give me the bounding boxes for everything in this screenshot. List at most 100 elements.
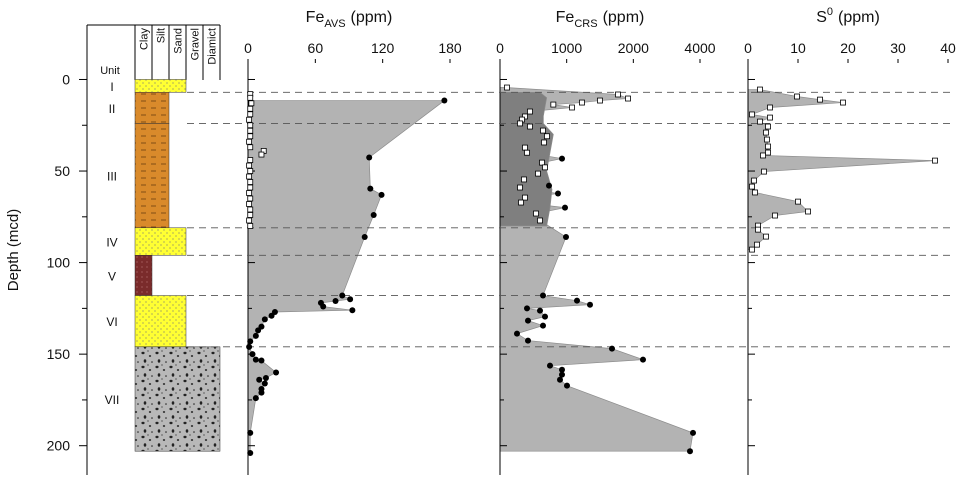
data-point [367, 185, 374, 192]
data-point [772, 212, 778, 219]
data-point [527, 108, 533, 115]
data-point [246, 173, 253, 180]
data-point [522, 113, 528, 120]
data-point [757, 86, 763, 93]
data-point [247, 144, 254, 151]
data-point [247, 133, 254, 140]
data-point [524, 149, 530, 156]
data-point [539, 159, 545, 166]
data-point [932, 157, 938, 164]
data-point [569, 104, 575, 111]
data-point [247, 111, 254, 118]
data-point [765, 143, 771, 150]
data-point [755, 226, 761, 233]
x-tick-label: 120 [371, 40, 395, 56]
data-point [256, 376, 263, 383]
x-tick-label: 4000 [684, 40, 715, 56]
data-point [252, 356, 259, 363]
data-point [249, 351, 256, 358]
title-main: Fe [306, 9, 325, 26]
data-point [320, 303, 327, 310]
y-tick-label: 100 [47, 255, 71, 271]
grain-header: Sand [173, 28, 185, 54]
data-point [262, 374, 269, 381]
data-point [817, 96, 823, 103]
data-point [517, 184, 523, 191]
data-point [258, 389, 265, 396]
data-point [615, 91, 621, 98]
data-point [332, 298, 339, 305]
data-point [518, 199, 524, 206]
data-point [542, 313, 548, 320]
title-superscript: 0 [827, 6, 833, 18]
data-point [764, 136, 770, 143]
data-point [690, 429, 696, 436]
x-tick-label: 0 [496, 40, 504, 56]
grain-header: Diamict [207, 28, 219, 65]
data-point [252, 395, 259, 402]
data-point [347, 296, 354, 303]
data-point [557, 376, 563, 383]
data-point [587, 301, 593, 308]
y-tick-label: 150 [47, 346, 71, 362]
data-point [378, 191, 385, 198]
x-tick-label: 10 [790, 40, 806, 56]
data-point [514, 330, 520, 337]
unit-label: IV [106, 236, 117, 250]
x-tick-label: 20 [840, 40, 856, 56]
data-point [544, 133, 550, 140]
lithology-unit [134, 79, 187, 93]
data-point [246, 138, 253, 145]
data-point [640, 356, 646, 363]
title-unit: (ppm) [351, 9, 393, 26]
data-point [757, 118, 763, 125]
data-point [794, 93, 800, 100]
data-point [366, 154, 373, 161]
data-point [261, 380, 268, 387]
data-point [247, 195, 254, 202]
data-point [555, 190, 561, 197]
data-point [541, 139, 547, 146]
profile-area [499, 91, 554, 227]
unit-label: V [108, 269, 116, 283]
data-point [246, 343, 253, 350]
unit-header: Unit [100, 65, 120, 77]
data-point [761, 168, 767, 175]
data-point [564, 382, 570, 389]
data-point [247, 184, 254, 191]
data-point [246, 190, 253, 196]
data-point [597, 97, 603, 104]
title-main: S [816, 9, 827, 26]
data-point [763, 129, 769, 136]
data-point [247, 122, 254, 129]
data-point [261, 316, 268, 323]
grain-header: Silt [156, 28, 168, 43]
x-tick-label: 180 [438, 40, 462, 56]
data-point [441, 97, 448, 104]
data-point [246, 201, 253, 207]
y-tick-label: 0 [62, 71, 70, 87]
unit-label: II [109, 102, 116, 116]
data-point [246, 116, 253, 123]
x-tick-label: 30 [890, 40, 906, 56]
data-point [559, 366, 565, 373]
x-tick-label: 2000 [618, 40, 649, 56]
data-point [247, 206, 254, 213]
lithology-unit [134, 92, 170, 124]
title-unit: (ppm) [838, 9, 880, 26]
data-point [574, 297, 580, 304]
data-point [247, 212, 254, 218]
data-point [247, 127, 254, 134]
data-point [540, 322, 546, 329]
data-point [540, 127, 546, 134]
x-tick-label: 1000 [551, 40, 582, 56]
title-subscript: CRS [574, 18, 597, 30]
data-point [542, 164, 548, 171]
data-point [525, 317, 531, 324]
data-point [749, 246, 755, 253]
title-main: Fe [556, 9, 575, 26]
data-point [522, 194, 528, 201]
x-tick-label: 0 [744, 40, 752, 56]
data-point [625, 95, 631, 102]
